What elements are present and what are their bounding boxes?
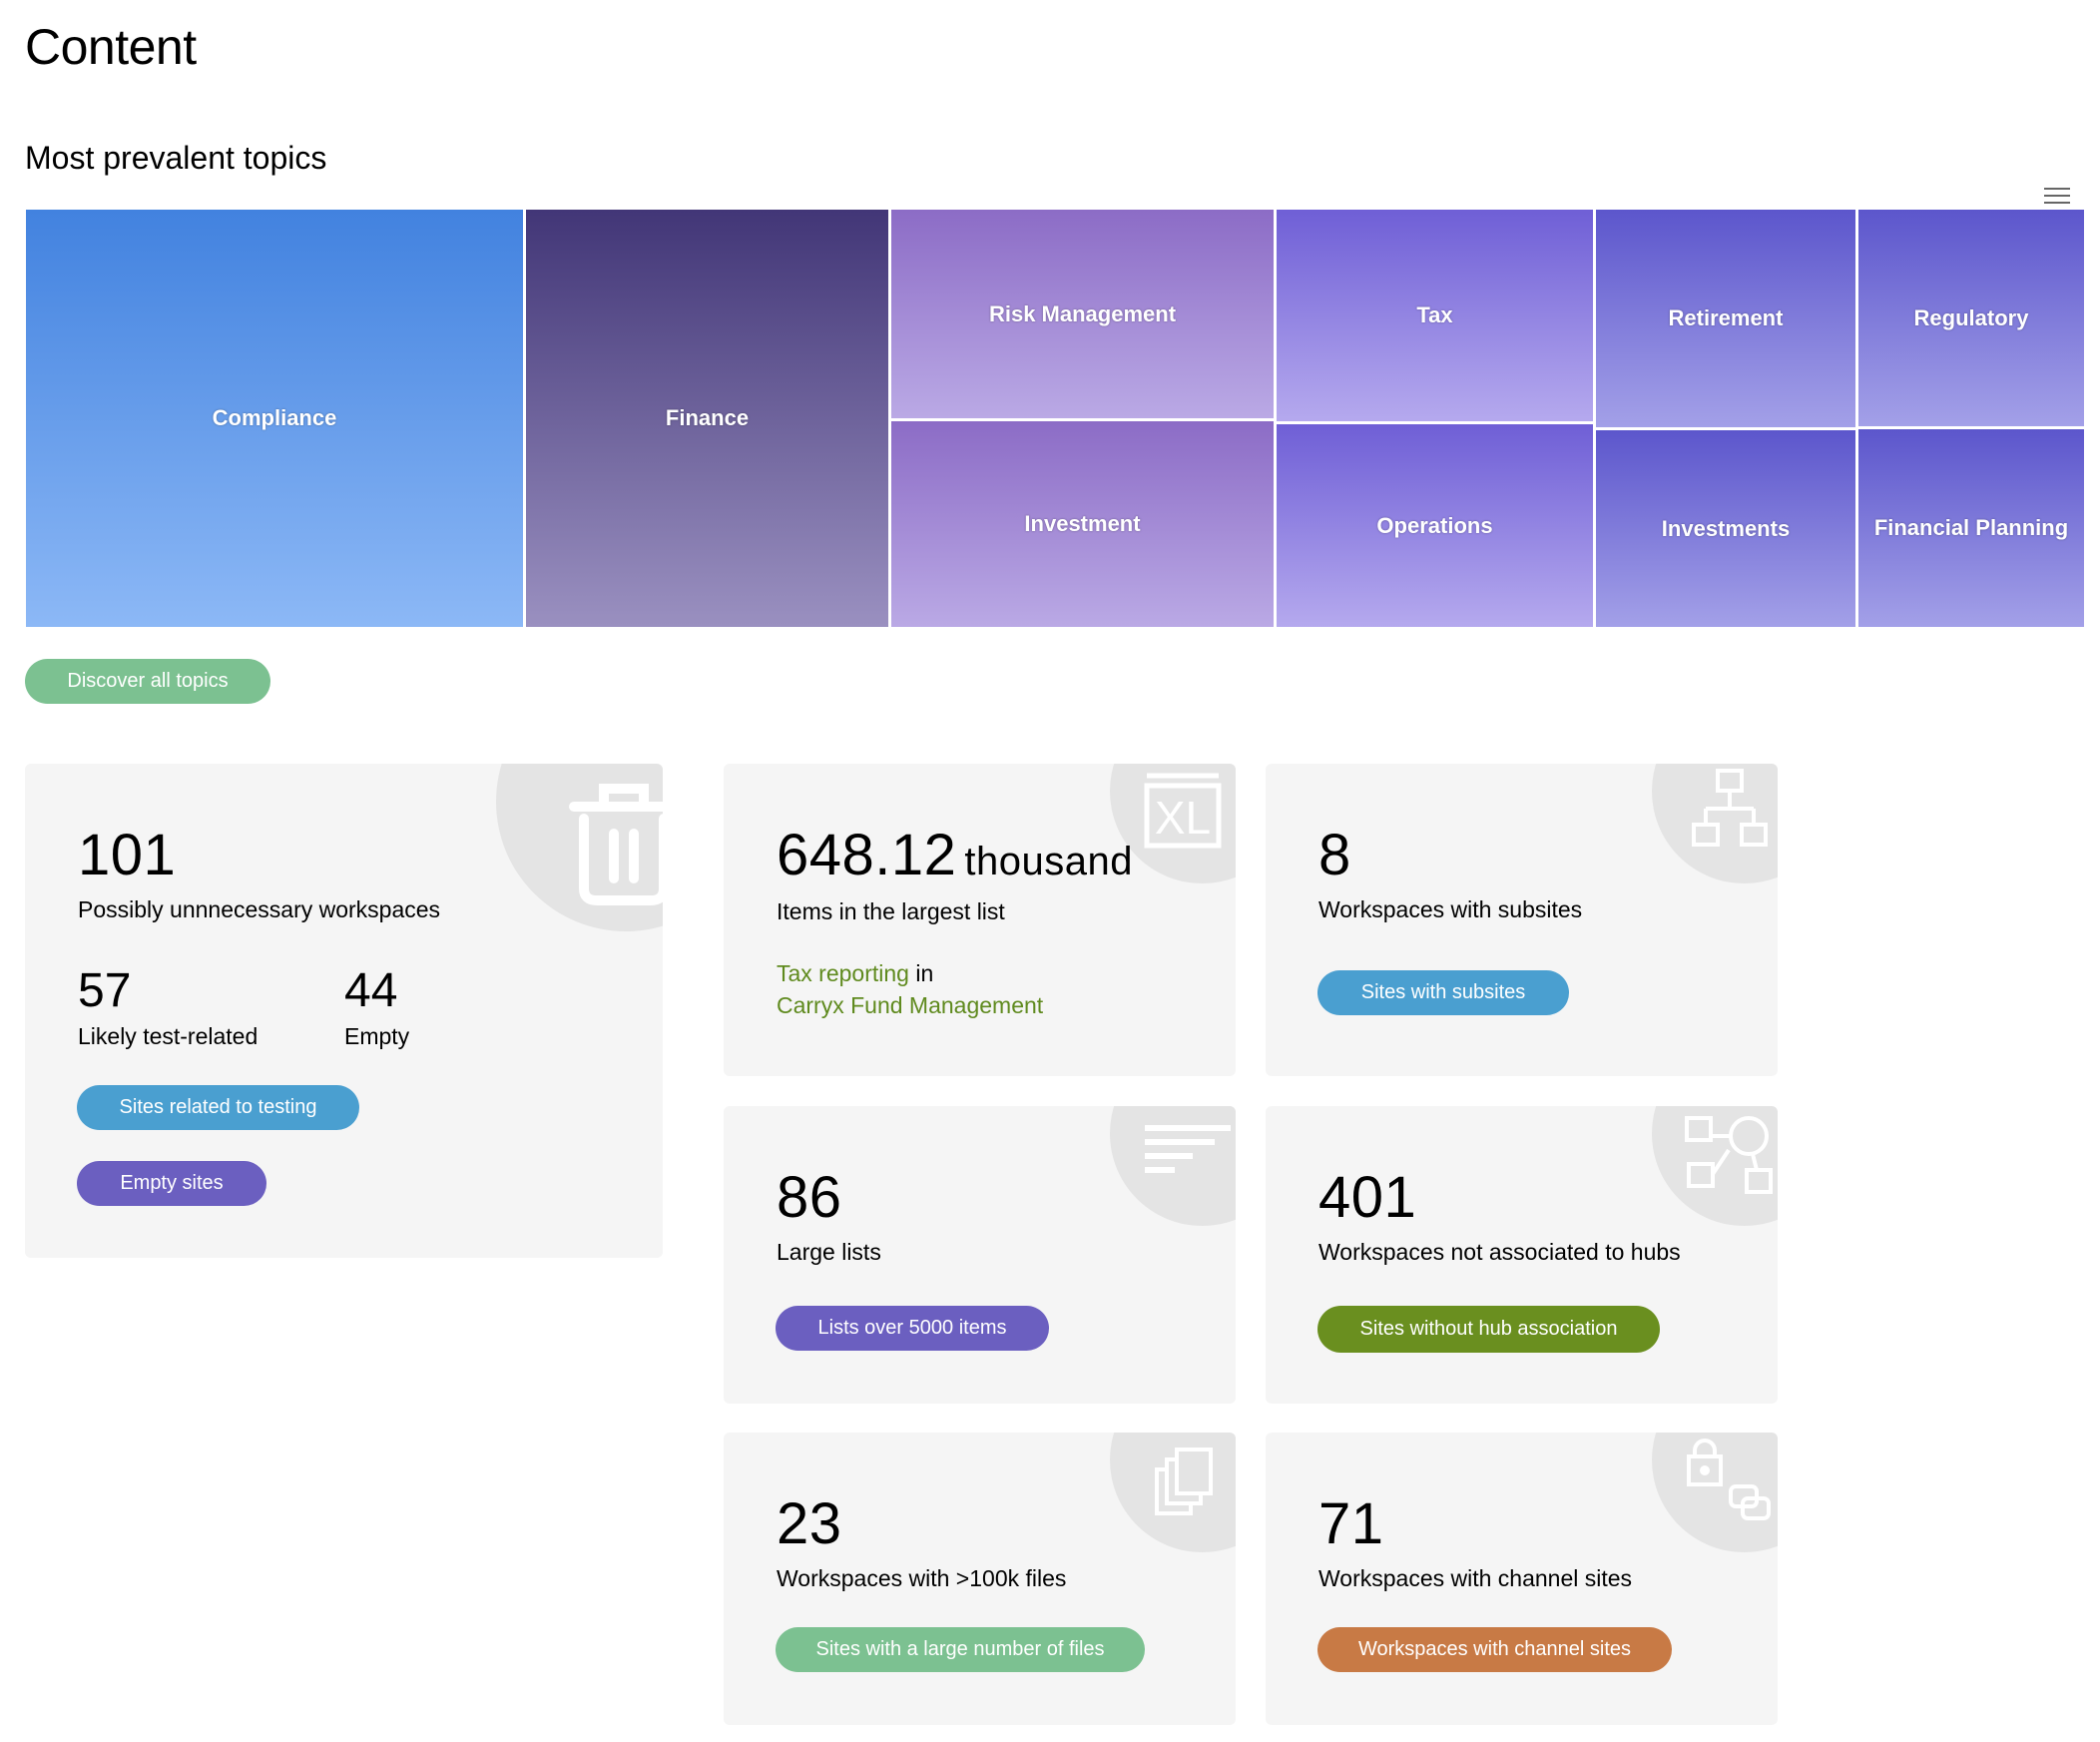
topic-label: Investments <box>1661 515 1791 541</box>
list-lines-icon <box>1145 1125 1231 1173</box>
topic-tile-investment[interactable]: Investment <box>890 420 1275 628</box>
unnecessary-count: 101 <box>78 823 177 887</box>
card-channel-sites: 71 Workspaces with channel sites Workspa… <box>1266 1433 1778 1725</box>
stacked-files-icon <box>1155 1448 1213 1515</box>
site-link[interactable]: Carryx Fund Management <box>777 992 1044 1018</box>
topic-label: Risk Management <box>988 300 1177 326</box>
topic-label: Regulatory <box>1913 304 2029 330</box>
card-unnecessary-workspaces: 101 Possibly unnnecessary workspaces 57 … <box>25 764 663 1258</box>
lock-channels-icon <box>1687 1439 1771 1520</box>
topic-tile-investments[interactable]: Investments <box>1595 429 1856 628</box>
card-large-files: 23 Workspaces with >100k files Sites wit… <box>724 1433 1236 1725</box>
largest-list-count: 648.12 thousand <box>777 822 1133 888</box>
channel-sites-label: Workspaces with channel sites <box>1318 1565 1633 1591</box>
svg-text:XL: XL <box>1155 792 1211 844</box>
card-large-lists: 86 Large lists Lists over 5000 items <box>724 1106 1236 1404</box>
topic-label: Tax <box>1416 302 1453 327</box>
topic-tile-operations[interactable]: Operations <box>1276 423 1594 628</box>
topic-tile-compliance[interactable]: Compliance <box>25 209 524 628</box>
large-files-label: Workspaces with >100k files <box>777 1565 1067 1591</box>
topic-tile-finance[interactable]: Finance <box>525 209 889 628</box>
sites-with-large-number-of-files-button[interactable]: Sites with a large number of files <box>776 1627 1145 1672</box>
hamburger-menu-icon[interactable] <box>2044 188 2070 208</box>
topics-treemap: Compliance Finance Risk Management Inves… <box>25 209 2085 628</box>
empty-label: Empty <box>344 1023 410 1049</box>
test-related-count: 57 <box>78 964 132 1017</box>
topic-tile-risk-management[interactable]: Risk Management <box>890 209 1275 419</box>
list-link[interactable]: Tax reporting <box>777 960 909 986</box>
sites-with-subsites-button[interactable]: Sites with subsites <box>1317 970 1569 1015</box>
empty-count: 44 <box>344 964 398 1017</box>
in-text: in <box>915 960 934 986</box>
unnecessary-label: Possibly unnnecessary workspaces <box>78 896 441 922</box>
card-largest-list: XL 648.12 thousand Items in the largest l… <box>724 764 1236 1076</box>
topic-label: Financial Planning <box>1873 515 2069 540</box>
section-title-topics: Most prevalent topics <box>25 140 327 176</box>
hubs-label: Workspaces not associated to hubs <box>1318 1239 1681 1265</box>
hierarchy-icon <box>1692 769 1768 847</box>
topic-label: Compliance <box>212 405 337 430</box>
topic-label: Investment <box>1024 511 1141 536</box>
excel-file-icon: XL <box>1144 773 1222 849</box>
sites-related-to-testing-button[interactable]: Sites related to testing <box>77 1085 359 1130</box>
large-files-count: 23 <box>777 1491 842 1556</box>
trash-icon <box>569 784 663 905</box>
largest-list-label: Items in the largest list <box>777 898 1005 924</box>
topic-tile-regulatory[interactable]: Regulatory <box>1857 209 2085 427</box>
page-title: Content <box>25 19 197 75</box>
largest-list-unit: thousand <box>964 840 1133 883</box>
channel-sites-count: 71 <box>1318 1491 1384 1556</box>
topic-tile-tax[interactable]: Tax <box>1276 209 1594 422</box>
discover-all-topics-button[interactable]: Discover all topics <box>25 659 270 704</box>
largest-list-location: Tax reporting in <box>777 960 933 987</box>
topic-tile-retirement[interactable]: Retirement <box>1595 209 1856 428</box>
subsites-label: Workspaces with subsites <box>1318 896 1583 922</box>
hubs-count: 401 <box>1318 1165 1417 1230</box>
test-related-label: Likely test-related <box>78 1023 259 1049</box>
empty-sites-button[interactable]: Empty sites <box>77 1161 266 1206</box>
hub-shapes-icon <box>1685 1116 1773 1194</box>
workspaces-with-channel-sites-button[interactable]: Workspaces with channel sites <box>1317 1627 1672 1672</box>
topic-label: Retirement <box>1668 305 1784 330</box>
topic-label: Operations <box>1376 512 1493 538</box>
card-subsites: 8 Workspaces with subsites Sites with su… <box>1266 764 1778 1076</box>
largest-list-value: 648.12 <box>777 823 957 887</box>
sites-without-hub-association-button[interactable]: Sites without hub association <box>1317 1306 1660 1353</box>
topic-label: Finance <box>665 405 750 430</box>
subsites-count: 8 <box>1318 823 1351 887</box>
topic-tile-financial-planning[interactable]: Financial Planning <box>1857 428 2085 628</box>
lists-over-5000-items-button[interactable]: Lists over 5000 items <box>776 1306 1049 1351</box>
large-lists-label: Large lists <box>777 1239 881 1265</box>
large-lists-count: 86 <box>777 1165 842 1230</box>
card-hubs: 401 Workspaces not associated to hubs Si… <box>1266 1106 1778 1404</box>
